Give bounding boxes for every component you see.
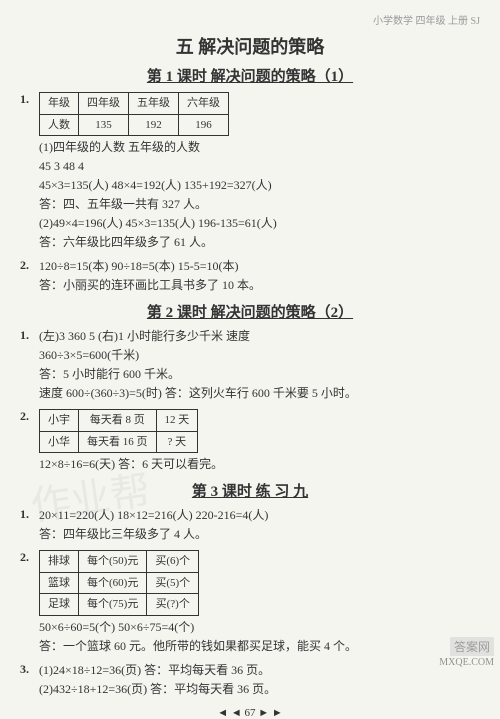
text-line: 速度 600÷(360÷3)=5(时) 答：这列火车行 600 千米要 5 小时… [39, 384, 479, 402]
text-line: (1)四年级的人数 五年级的人数 [39, 138, 479, 156]
q-number: 1. [20, 90, 36, 108]
lesson3-q2-table: 排球 每个(50)元 买(6)个 篮球 每个(60)元 买(5)个 足球 每个(… [39, 550, 199, 616]
answer-line: 答：六年级比四年级多了 61 人。 [39, 233, 479, 251]
lesson2-q2-table: 小宇 每天看 8 页 12 天 小华 每天看 16 页 ? 天 [39, 409, 198, 453]
page-number: ◄ ◄ 67 ► ► [20, 707, 480, 719]
text-line: (2)49×4=196(人) 45×3=135(人) 196-135=61(人) [39, 214, 479, 232]
table-cell: 12 天 [156, 410, 198, 432]
lesson1-q1-table: 年级 四年级 五年级 六年级 人数 135 192 196 [39, 92, 229, 136]
text-line: (2)432÷18+12=36(页) 答：平均每天看 36 页。 [39, 680, 479, 698]
answer-line: 答：四、五年级一共有 327 人。 [39, 195, 479, 213]
lesson2-q1: 1. (左)3 360 5 (右)1 小时能行多少千米 速度 360÷3×5=6… [20, 326, 480, 403]
lesson2-title: 第 2 课时 解决问题的策略（2） [20, 301, 480, 322]
table-cell: 四年级 [79, 93, 129, 115]
text-line: 45 3 48 4 [39, 157, 479, 175]
table-cell: 买(5)个 [147, 572, 199, 594]
table-cell: 足球 [40, 594, 79, 616]
table-cell: 排球 [40, 551, 79, 573]
text-line: (左)3 360 5 (右)1 小时能行多少千米 速度 [39, 327, 479, 345]
text-line: 120÷8=15(本) 90÷18=5(本) 15-5=10(本) [39, 257, 479, 275]
table-cell: 196 [179, 114, 229, 136]
table-cell: 六年级 [179, 93, 229, 115]
watermark-site: MXQE.COM [439, 657, 494, 668]
answer-line: 答：小丽买的连环画比工具书多了 10 本。 [39, 276, 479, 294]
table-cell: 每个(75)元 [79, 594, 147, 616]
table-cell: 每天看 8 页 [79, 410, 157, 432]
q-number: 2. [20, 256, 36, 274]
text-line: 45×3=135(人) 48×4=192(人) 135+192=327(人) [39, 176, 479, 194]
text-line: 360÷3×5=600(千米) [39, 346, 479, 364]
table-cell: 每个(60)元 [79, 572, 147, 594]
table-cell: 小华 [40, 431, 79, 453]
text-line: 20×11=220(人) 18×12=216(人) 220-216=4(人) [39, 506, 479, 524]
lesson3-q2: 2. 排球 每个(50)元 买(6)个 篮球 每个(60)元 买(5)个 足球 … [20, 548, 480, 656]
watermark-brand: 答案网 [450, 637, 494, 656]
q-number: 3. [20, 660, 36, 678]
answer-line: 答：5 小时能行 600 千米。 [39, 365, 479, 383]
lesson3-q1: 1. 20×11=220(人) 18×12=216(人) 220-216=4(人… [20, 505, 480, 544]
table-cell: 年级 [40, 93, 79, 115]
table-cell: 135 [79, 114, 129, 136]
lesson1-q1: 1. 年级 四年级 五年级 六年级 人数 135 192 196 (1)四年级的… [20, 90, 480, 252]
text-line: 50×6÷60=5(个) 50×6÷75=4(个) [39, 618, 479, 636]
header-meta: 小学数学 四年级 上册 SJ [20, 12, 480, 27]
lesson3-title: 第 3 课时 练 习 九 [20, 480, 480, 501]
q-number: 2. [20, 407, 36, 425]
table-cell: 五年级 [129, 93, 179, 115]
answer-line: 答：一个篮球 60 元。他所带的钱如果都买足球，能买 4 个。 [39, 637, 479, 655]
table-cell: 买(?)个 [147, 594, 199, 616]
table-cell: 每天看 16 页 [79, 431, 157, 453]
table-cell: 篮球 [40, 572, 79, 594]
q-number: 1. [20, 326, 36, 344]
lesson3-q3: 3. (1)24×18÷12=36(页) 答：平均每天看 36 页。 (2)43… [20, 660, 480, 699]
table-cell: 每个(50)元 [79, 551, 147, 573]
q-number: 2. [20, 548, 36, 566]
table-cell: 买(6)个 [147, 551, 199, 573]
lesson1-q2: 2. 120÷8=15(本) 90÷18=5(本) 15-5=10(本) 答：小… [20, 256, 480, 295]
lesson2-q2: 2. 小宇 每天看 8 页 12 天 小华 每天看 16 页 ? 天 12×8÷… [20, 407, 480, 474]
table-cell: ? 天 [156, 431, 198, 453]
table-cell: 人数 [40, 114, 79, 136]
answer-line: 答：四年级比三年级多了 4 人。 [39, 525, 479, 543]
table-cell: 小宇 [40, 410, 79, 432]
table-cell: 192 [129, 114, 179, 136]
text-line: 12×8÷16=6(天) 答：6 天可以看完。 [39, 455, 479, 473]
text-line: (1)24×18÷12=36(页) 答：平均每天看 36 页。 [39, 661, 479, 679]
q-number: 1. [20, 505, 36, 523]
unit-title: 五 解决问题的策略 [20, 33, 480, 59]
lesson1-title: 第 1 课时 解决问题的策略（1） [20, 65, 480, 86]
